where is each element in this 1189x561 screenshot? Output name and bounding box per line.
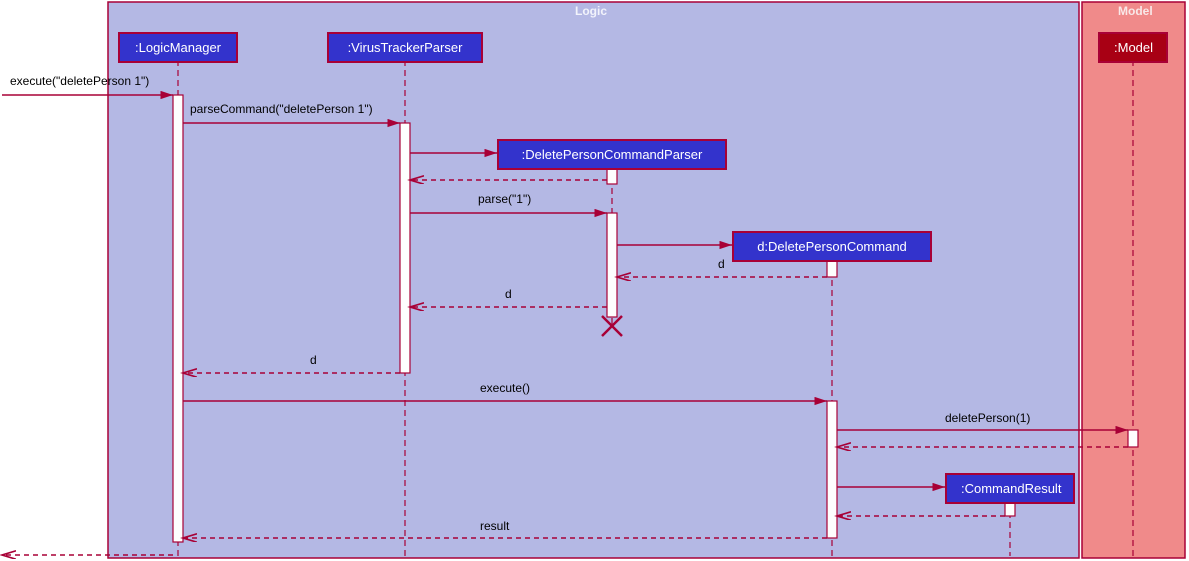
- message-label: d: [505, 287, 512, 301]
- activation: [827, 401, 837, 538]
- activation: [607, 213, 617, 317]
- activation: [1005, 502, 1015, 516]
- lifeline-head-model: :Model: [1098, 32, 1168, 63]
- activation: [400, 123, 410, 373]
- message-label: execute("deletePerson 1"): [10, 74, 149, 88]
- message-label: execute(): [480, 381, 530, 395]
- message-label: parseCommand("deletePerson 1"): [190, 102, 373, 116]
- logic-frame: [108, 2, 1079, 558]
- activation: [607, 168, 617, 184]
- message-label: result: [480, 519, 509, 533]
- activation: [827, 260, 837, 277]
- message-label: d: [718, 257, 725, 271]
- message-label: d: [310, 353, 317, 367]
- activation: [173, 95, 183, 542]
- lifeline-head-logicmanager: :LogicManager: [118, 32, 238, 63]
- lifeline-head-delparser: :DeletePersonCommandParser: [497, 139, 727, 170]
- lifeline-head-delcmd: d:DeletePersonCommand: [732, 231, 932, 262]
- lifeline-head-parser: :VirusTrackerParser: [327, 32, 483, 63]
- message-label: parse("1"): [478, 192, 531, 206]
- activation: [1128, 430, 1138, 447]
- message-label: deletePerson(1): [945, 411, 1030, 425]
- lifeline-head-cmdresult: :CommandResult: [945, 473, 1075, 504]
